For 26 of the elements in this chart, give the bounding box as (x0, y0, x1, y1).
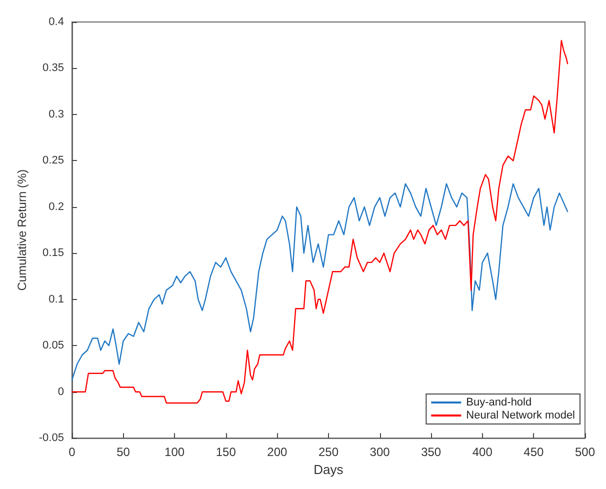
y-tick-label: 0.4 (48, 16, 64, 28)
y-tick-label: 0.15 (42, 247, 64, 260)
y-tick-label: 0.2 (48, 200, 64, 213)
legend-label: Buy-and-hold (466, 396, 532, 408)
x-tick-label: 400 (472, 445, 493, 460)
x-tick-label: 150 (216, 445, 236, 460)
legend-label: Neural Network model (466, 410, 576, 422)
x-tick-label: 0 (68, 445, 76, 460)
y-tick-label: 0.1 (48, 293, 64, 306)
y-axis-title: Cumulative Return (%) (15, 169, 29, 291)
x-tick-label: 500 (574, 445, 596, 460)
x-tick-label: 50 (116, 445, 130, 460)
x-tick-label: 450 (524, 445, 544, 460)
x-tick-label: 100 (164, 445, 185, 460)
y-tick-label: 0.25 (42, 154, 64, 167)
y-tick-label: -0.05 (38, 432, 64, 444)
y-tick-label: 0.3 (48, 108, 64, 120)
x-tick-label: 200 (267, 445, 288, 460)
y-tick-label: 0 (58, 386, 64, 398)
x-axis-title: Days (314, 462, 344, 477)
x-tick-label: 300 (370, 445, 390, 460)
line-series (71, 183, 568, 380)
x-tick-label: 250 (318, 445, 339, 460)
x-tick-label: 350 (421, 445, 442, 460)
y-tick-label: 0.05 (42, 340, 64, 352)
y-tick-label: 0.35 (42, 62, 64, 74)
